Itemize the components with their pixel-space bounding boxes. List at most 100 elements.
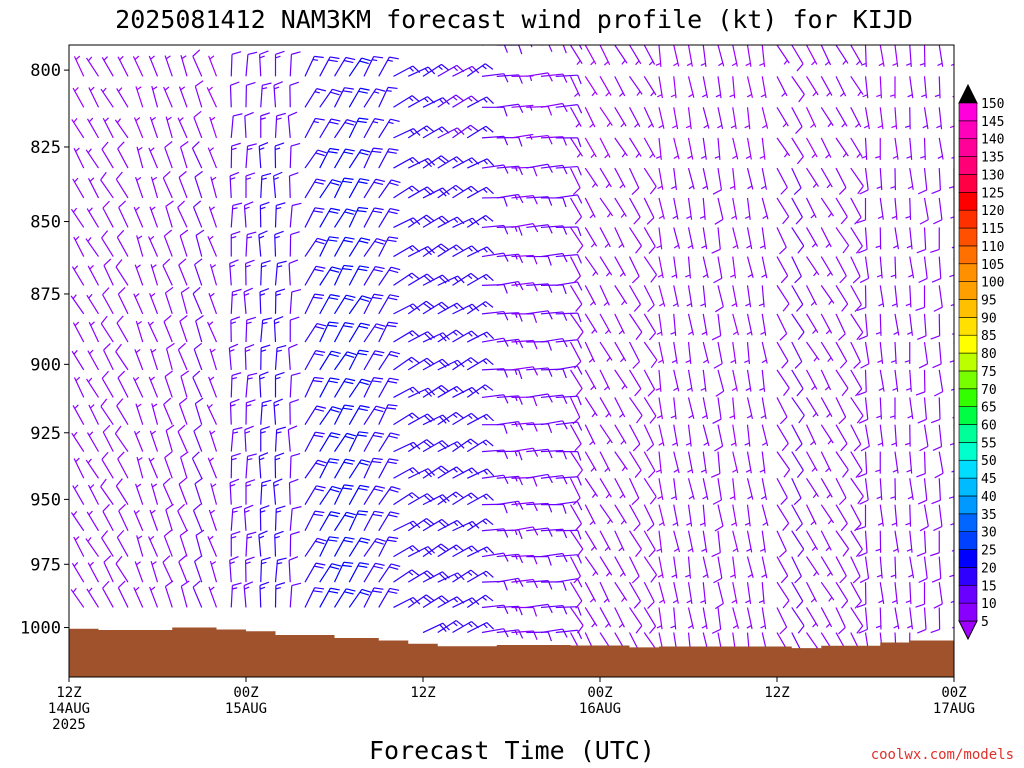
barb-half-feather	[590, 153, 595, 159]
wind-barb	[687, 397, 695, 419]
wind-barb	[850, 256, 861, 284]
wind-barb	[791, 607, 805, 634]
wind-barb	[481, 164, 509, 174]
barb-staff	[923, 504, 929, 527]
barb-staff	[953, 313, 954, 318]
wind-barb	[163, 315, 173, 343]
wind-barb	[304, 149, 327, 169]
barb-half-feather	[261, 177, 267, 181]
barb-feather	[102, 580, 110, 589]
barb-feather	[780, 575, 789, 584]
barb-feather	[375, 485, 386, 489]
wind-barb	[348, 265, 370, 286]
barb-feather	[455, 94, 464, 102]
barb-feather	[100, 315, 108, 324]
barb-feather	[932, 363, 942, 369]
barb-staff	[717, 313, 722, 336]
barb-staff	[628, 478, 640, 499]
wind-barb	[422, 440, 450, 453]
wind-barb	[685, 256, 692, 279]
wind-barb	[711, 313, 722, 341]
barb-feather	[373, 147, 383, 150]
barb-staff	[643, 167, 657, 187]
wind-barb	[496, 529, 523, 540]
barb-feather	[277, 260, 287, 265]
barb-feather	[345, 148, 355, 152]
barb-staff	[177, 431, 188, 452]
wind-barb	[407, 273, 435, 286]
barb-staff	[643, 556, 658, 576]
barb-staff	[864, 227, 868, 250]
barb-staff	[599, 477, 612, 498]
barb-staff	[702, 478, 709, 500]
barb-feather	[328, 461, 338, 464]
barb-staff	[658, 76, 664, 99]
wind-barb	[599, 285, 610, 307]
barb-staff	[687, 197, 693, 220]
wind-barb	[150, 483, 159, 505]
barb-feather	[359, 484, 370, 488]
barb-half-feather	[703, 124, 709, 129]
barb-staff	[164, 147, 173, 169]
barb-half-feather	[950, 303, 954, 307]
barb-staff	[304, 405, 318, 425]
barb-feather	[577, 312, 582, 323]
wind-barb	[100, 478, 114, 505]
wind-barb	[348, 57, 371, 77]
barb-staff	[894, 504, 898, 527]
wind-barb	[820, 45, 832, 66]
barb-staff	[732, 313, 740, 336]
barb-staff	[540, 474, 563, 479]
barb-staff	[437, 156, 457, 169]
barb-staff	[87, 265, 100, 286]
wind-barb	[876, 397, 883, 420]
barb-feather	[177, 503, 186, 512]
wind-barb	[319, 118, 341, 139]
barb-staff	[466, 96, 487, 108]
wind-barb	[452, 569, 479, 583]
barb-half-feather	[658, 522, 664, 526]
barb-staff	[333, 458, 347, 479]
barb-staff	[761, 167, 768, 190]
barb-half-feather	[745, 469, 751, 473]
barb-feather	[783, 387, 790, 397]
barb-staff	[673, 285, 679, 308]
barb-feather	[244, 425, 254, 431]
barb-feather	[314, 565, 324, 569]
barb-staff	[761, 76, 767, 99]
barb-staff	[496, 280, 519, 286]
wind-barb	[511, 366, 539, 376]
wind-barb	[732, 451, 739, 474]
barb-staff	[894, 313, 900, 336]
wind-barb	[820, 227, 832, 248]
wind-barb	[805, 285, 818, 306]
barb-half-feather	[439, 98, 444, 104]
wind-barb	[481, 196, 508, 207]
barb-staff	[820, 227, 832, 248]
barb-half-feather	[468, 247, 473, 252]
barb-staff	[732, 137, 739, 160]
wind-barb	[791, 285, 804, 312]
barb-staff	[879, 369, 885, 392]
barb-staff	[422, 358, 443, 371]
barb-feather	[359, 151, 369, 156]
barb-staff	[117, 293, 129, 315]
barb-staff	[496, 500, 519, 506]
wind-barb	[918, 256, 928, 284]
barb-half-feather	[373, 91, 380, 94]
wind-barb	[791, 504, 803, 532]
wind-barb	[835, 197, 848, 225]
wind-barb	[951, 313, 954, 335]
barb-feather	[344, 354, 355, 359]
barb-half-feather	[468, 547, 473, 552]
barb-staff	[363, 118, 376, 139]
wind-barb	[701, 313, 708, 336]
barb-half-feather	[150, 292, 156, 298]
barb-feather	[842, 245, 850, 254]
wind-barb	[687, 530, 694, 553]
barb-staff	[717, 607, 722, 630]
wind-barb	[452, 65, 480, 77]
wind-barb	[319, 458, 340, 479]
barb-staff	[422, 215, 443, 228]
wind-barb	[100, 87, 114, 108]
